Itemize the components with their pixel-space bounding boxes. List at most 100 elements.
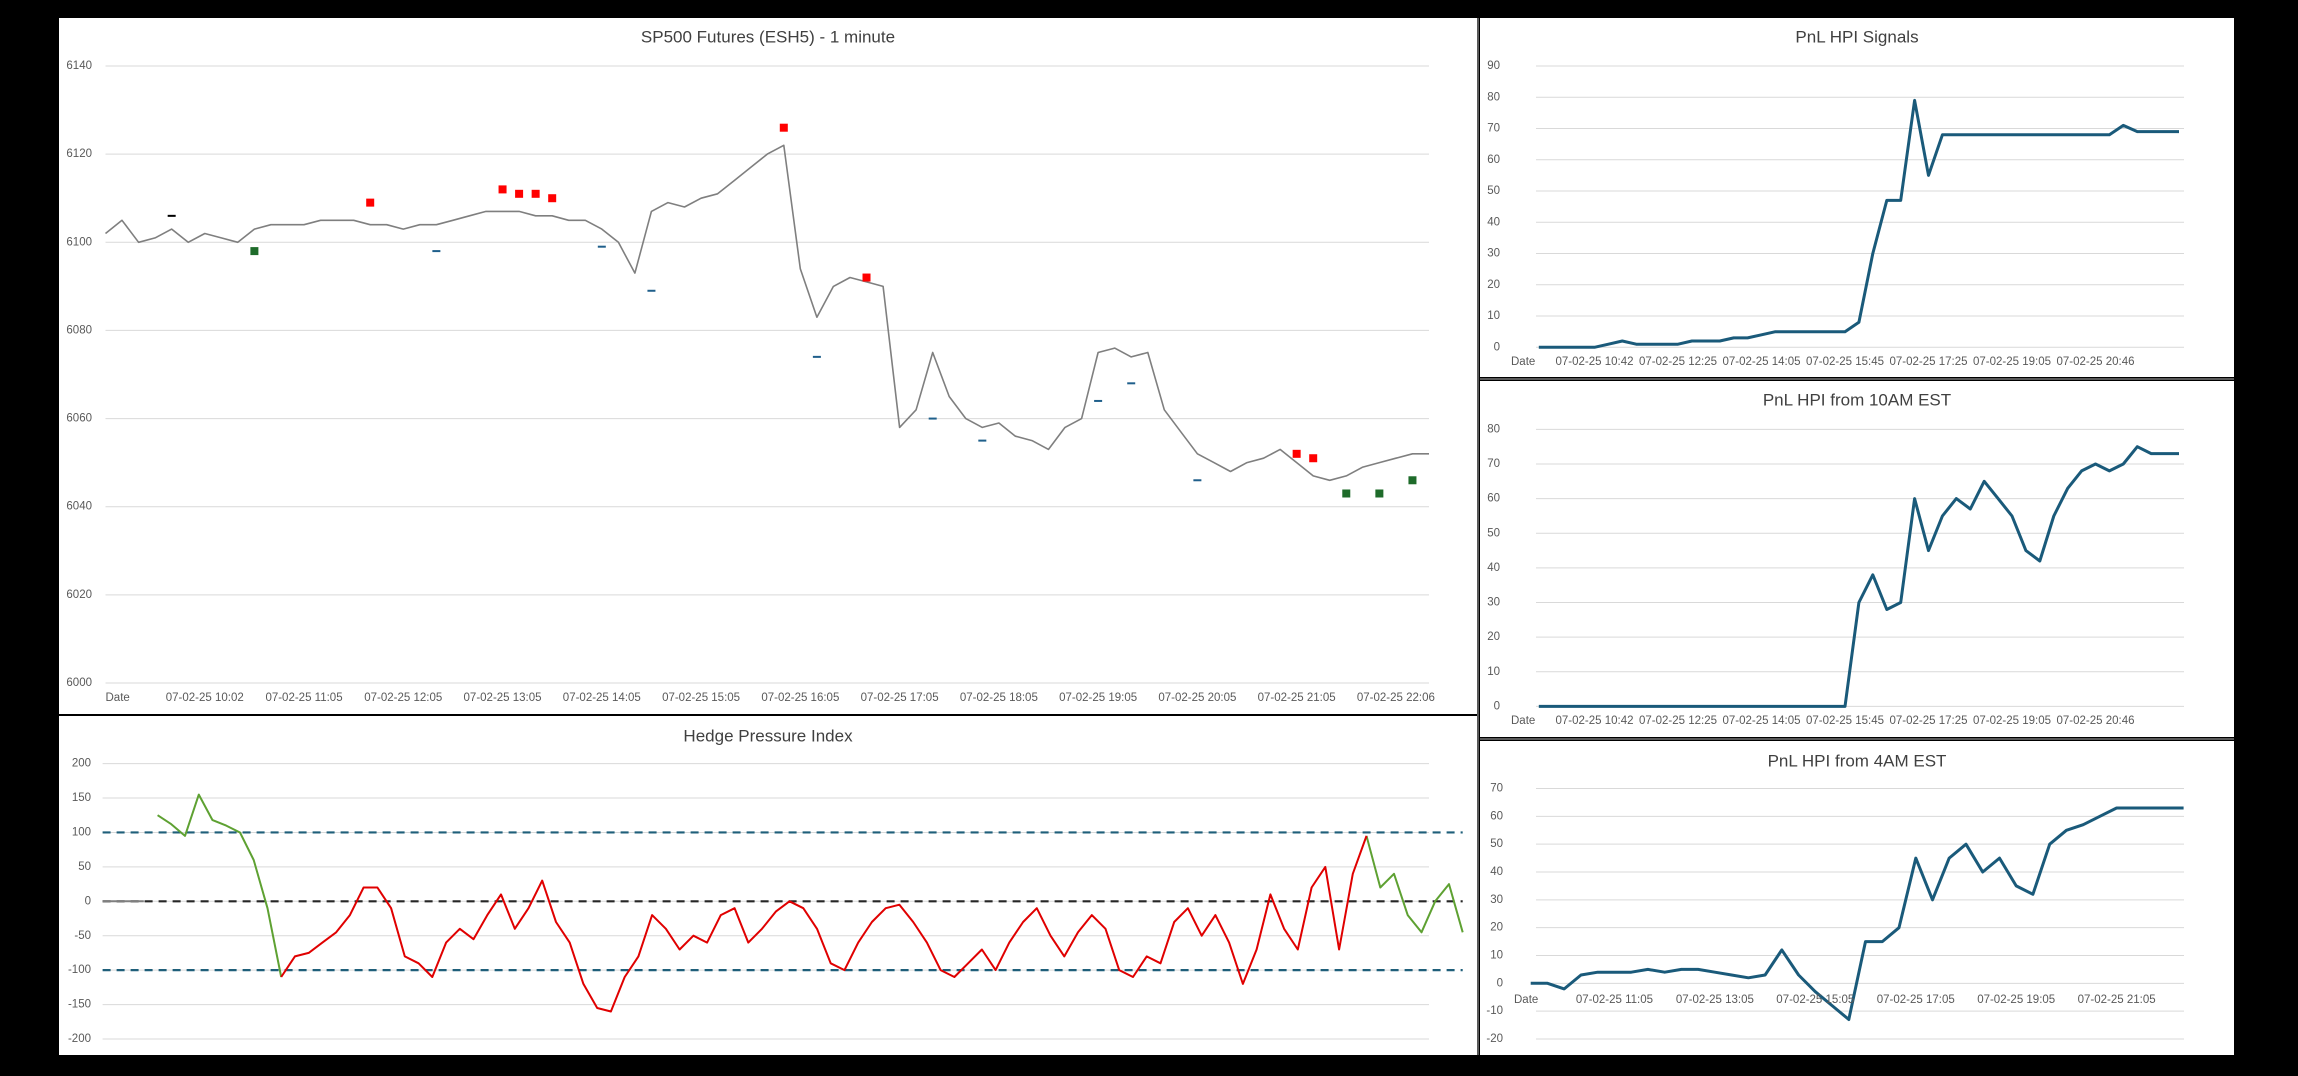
y-tick-label: 40 bbox=[1487, 562, 1500, 574]
y-tick-label: 80 bbox=[1487, 91, 1500, 103]
x-tick-label: 07-02-25 15:45 bbox=[1806, 715, 1884, 727]
x-tick-label: 07-02-25 19:05 bbox=[1059, 692, 1137, 704]
y-tick-label: 6020 bbox=[66, 589, 92, 601]
panel bbox=[1480, 741, 2234, 1055]
x-tick-label: 07-02-25 19:05 bbox=[1977, 994, 2055, 1006]
y-tick-label: 6040 bbox=[66, 501, 92, 513]
x-tick-label: 07-02-25 11:05 bbox=[265, 692, 342, 704]
y-tick-label: 200 bbox=[72, 758, 91, 770]
chart-title: PnL HPI from 4AM EST bbox=[1768, 751, 1947, 770]
series-line bbox=[105, 144, 1429, 482]
signal-dash bbox=[1193, 479, 1202, 482]
panel bbox=[59, 18, 1477, 714]
signal-dash bbox=[432, 250, 441, 253]
x-tick-label: 07-02-25 15:05 bbox=[662, 692, 740, 704]
y-tick-label: 20 bbox=[1487, 631, 1500, 643]
chart-title: PnL HPI from 10AM EST bbox=[1763, 390, 1951, 409]
y-tick-label: 60 bbox=[1487, 493, 1500, 505]
x-tick-label: 07-02-25 12:25 bbox=[1639, 356, 1717, 368]
series-line bbox=[1530, 806, 2184, 1021]
signal-square bbox=[779, 123, 788, 132]
x-tick-label: 07-02-25 15:05 bbox=[1776, 994, 1854, 1006]
signal-dash bbox=[597, 245, 606, 248]
x-tick-label: 07-02-25 14:05 bbox=[1722, 715, 1800, 727]
signal-dash bbox=[647, 289, 656, 292]
y-tick-label: 70 bbox=[1487, 458, 1500, 470]
series-line bbox=[1538, 445, 2179, 708]
y-tick-label: 50 bbox=[78, 861, 91, 873]
x-tick-label: 07-02-25 15:45 bbox=[1806, 356, 1884, 368]
signal-square bbox=[1375, 489, 1384, 498]
y-tick-label: 50 bbox=[1487, 185, 1500, 197]
y-tick-label: 70 bbox=[1487, 123, 1500, 135]
signal-square bbox=[1408, 476, 1417, 485]
x-tick-label: 07-02-25 14:05 bbox=[563, 692, 641, 704]
x-tick-label: 07-02-25 22:06 bbox=[1357, 692, 1435, 704]
y-tick-label: 20 bbox=[1487, 279, 1500, 291]
y-tick-label: -10 bbox=[1486, 1005, 1503, 1017]
y-tick-label: 10 bbox=[1487, 310, 1500, 322]
signal-square bbox=[531, 189, 540, 198]
x-tick-label: Date bbox=[1514, 994, 1538, 1006]
y-tick-label: 10 bbox=[1487, 666, 1500, 678]
panel bbox=[1480, 381, 2234, 737]
y-tick-label: -100 bbox=[68, 964, 91, 976]
y-tick-label: 6140 bbox=[66, 60, 92, 72]
series-line bbox=[1538, 98, 2179, 349]
y-tick-label: 20 bbox=[1490, 922, 1503, 934]
y-tick-label: 40 bbox=[1487, 216, 1500, 228]
x-tick-label: 07-02-25 11:05 bbox=[1576, 994, 1653, 1006]
signal-dash bbox=[812, 355, 821, 358]
x-tick-label: 07-02-25 21:05 bbox=[1258, 692, 1336, 704]
x-tick-label: 07-02-25 21:05 bbox=[2078, 994, 2156, 1006]
y-tick-label: 30 bbox=[1490, 894, 1503, 906]
signal-dash bbox=[1094, 399, 1103, 402]
y-tick-label: 0 bbox=[85, 895, 91, 907]
y-tick-label: 90 bbox=[1487, 60, 1500, 72]
x-tick-label: 07-02-25 12:05 bbox=[364, 692, 442, 704]
y-tick-label: 50 bbox=[1490, 838, 1503, 850]
y-tick-label: -200 bbox=[68, 1033, 91, 1045]
y-tick-label: 100 bbox=[72, 826, 91, 838]
x-tick-label: 07-02-25 10:42 bbox=[1555, 356, 1633, 368]
signal-square bbox=[366, 198, 375, 207]
x-tick-label: 07-02-25 16:05 bbox=[761, 692, 839, 704]
signal-dash bbox=[928, 417, 937, 420]
y-tick-label: 30 bbox=[1487, 597, 1500, 609]
y-tick-label: 60 bbox=[1487, 154, 1500, 166]
series-line bbox=[157, 793, 1464, 978]
x-tick-label: 07-02-25 17:05 bbox=[861, 692, 939, 704]
x-tick-label: Date bbox=[106, 692, 130, 704]
y-tick-label: 30 bbox=[1487, 248, 1500, 260]
signal-square bbox=[862, 273, 871, 282]
panel bbox=[1480, 18, 2234, 377]
signal-square bbox=[548, 194, 557, 203]
y-tick-label: 60 bbox=[1490, 810, 1503, 822]
x-tick-label: 07-02-25 19:05 bbox=[1973, 356, 2051, 368]
y-tick-label: 80 bbox=[1487, 423, 1500, 435]
y-tick-label: -20 bbox=[1486, 1033, 1503, 1045]
y-tick-label: 6100 bbox=[66, 236, 92, 248]
x-tick-label: 07-02-25 19:05 bbox=[1973, 715, 2051, 727]
x-tick-label: 07-02-25 14:05 bbox=[1722, 356, 1800, 368]
x-tick-label: 07-02-25 20:46 bbox=[2056, 356, 2134, 368]
x-tick-label: 07-02-25 17:05 bbox=[1877, 994, 1955, 1006]
chart-title: SP500 Futures (ESH5) - 1 minute bbox=[641, 27, 895, 46]
signal-square bbox=[1292, 449, 1301, 458]
signal-square bbox=[1342, 489, 1351, 498]
y-tick-label: 6080 bbox=[66, 324, 92, 336]
signal-square bbox=[498, 185, 507, 194]
x-tick-label: 07-02-25 17:25 bbox=[1889, 356, 1967, 368]
x-tick-label: 07-02-25 20:46 bbox=[2056, 715, 2134, 727]
x-tick-label: Date bbox=[1511, 715, 1535, 727]
y-tick-label: 40 bbox=[1490, 866, 1503, 878]
y-tick-label: 10 bbox=[1490, 950, 1503, 962]
y-tick-label: 50 bbox=[1487, 527, 1500, 539]
y-tick-label: 6060 bbox=[66, 413, 92, 425]
y-tick-label: -50 bbox=[74, 930, 91, 942]
signal-square bbox=[250, 247, 259, 256]
x-tick-label: 07-02-25 12:25 bbox=[1639, 715, 1717, 727]
x-tick-label: 07-02-25 20:05 bbox=[1158, 692, 1236, 704]
y-tick-label: 150 bbox=[72, 792, 91, 804]
